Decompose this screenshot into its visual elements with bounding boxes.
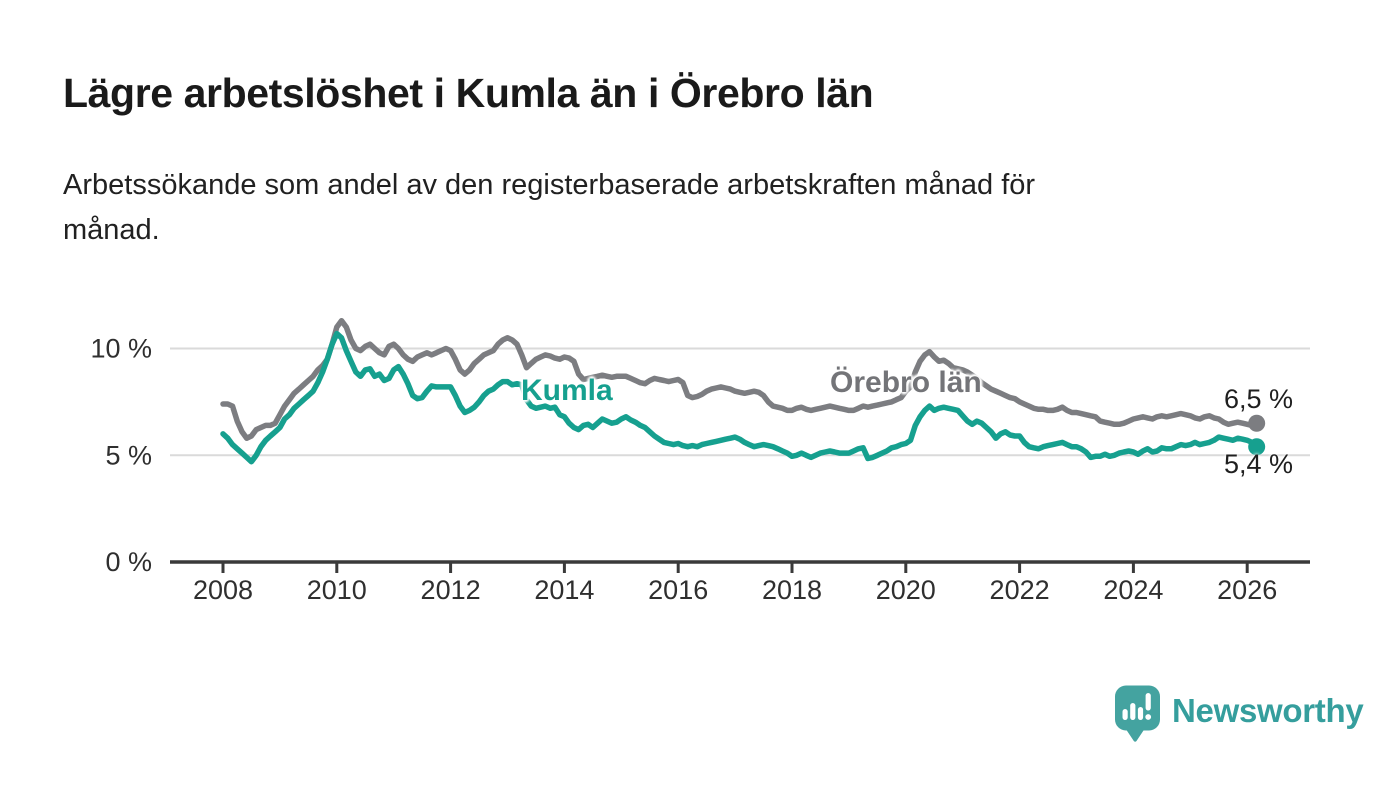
x-tick-label-2016: 2016 <box>648 575 708 605</box>
x-tick-label-2018: 2018 <box>762 575 822 605</box>
x-tick-label-2026: 2026 <box>1217 575 1277 605</box>
end-value-kumla: 5,4 % <box>1224 449 1294 479</box>
x-tick-label-2020: 2020 <box>876 575 936 605</box>
series-label-orebro: Örebro län <box>830 366 982 399</box>
y-tick-label-5: 5 % <box>105 440 152 470</box>
newsworthy-logo: Newsworthy <box>1114 685 1364 743</box>
bar-chart-glyph <box>1122 693 1152 720</box>
end-value-orebro: 6,5 % <box>1224 384 1294 414</box>
x-tick-label-2008: 2008 <box>193 575 253 605</box>
series-label-kumla: Kumla <box>521 374 613 407</box>
x-tick-label-2012: 2012 <box>421 575 481 605</box>
series-line-rebroln <box>220 317 1260 441</box>
speech-bubble-shape <box>1115 685 1160 742</box>
newsworthy-logo-text: Newsworthy <box>1172 692 1364 729</box>
y-tick-label-10: 10 % <box>90 334 152 364</box>
series-end-dot-rebroln <box>1248 414 1266 432</box>
series-end-dot-kumla <box>1248 438 1266 456</box>
x-tick-label-2014: 2014 <box>534 575 594 605</box>
y-tick-label-0: 0 % <box>105 547 152 577</box>
x-tick-label-2024: 2024 <box>1103 575 1163 605</box>
series-line-kumla <box>220 330 1260 465</box>
x-tick-label-2022: 2022 <box>990 575 1050 605</box>
x-tick-label-2010: 2010 <box>307 575 367 605</box>
page-subtitle: Arbetssökande som andel av den registerb… <box>63 169 1036 246</box>
newsworthy-logo-icon <box>1115 685 1160 742</box>
page-title: Lägre arbetslöshet i Kumla än i Örebro l… <box>63 70 874 116</box>
